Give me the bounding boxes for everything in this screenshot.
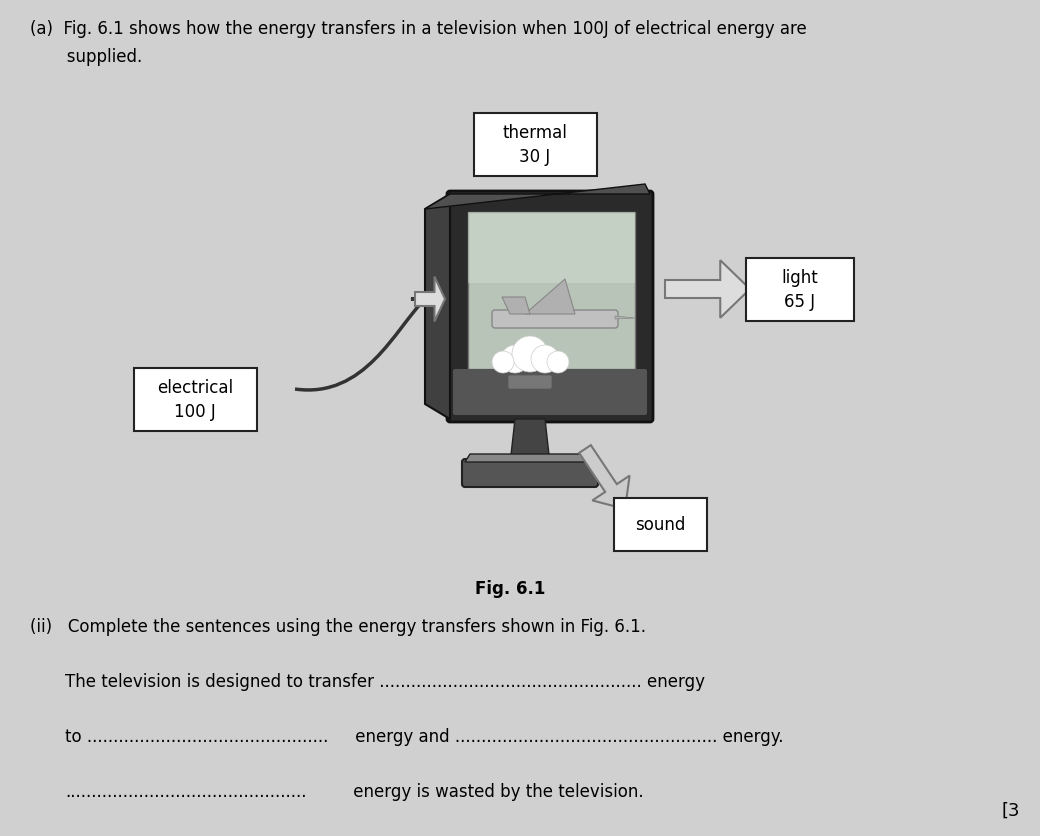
FancyBboxPatch shape [462,460,598,487]
Circle shape [547,352,569,374]
FancyBboxPatch shape [492,311,618,329]
Text: The television is designed to transfer .........................................: The television is designed to transfer .… [64,672,705,691]
FancyBboxPatch shape [614,498,706,551]
FancyBboxPatch shape [453,370,647,415]
FancyBboxPatch shape [746,258,854,321]
FancyBboxPatch shape [133,368,257,431]
Text: [3: [3 [1002,801,1020,819]
Text: electrical
100 J: electrical 100 J [157,379,233,421]
Polygon shape [425,195,450,420]
FancyBboxPatch shape [447,191,653,422]
Polygon shape [415,278,445,322]
Text: (a)  Fig. 6.1 shows how the energy transfers in a television when 100J of electr: (a) Fig. 6.1 shows how the energy transf… [30,20,807,38]
Circle shape [492,352,514,374]
Polygon shape [465,455,595,462]
Polygon shape [579,446,629,509]
Polygon shape [502,298,530,314]
FancyBboxPatch shape [468,212,635,370]
Polygon shape [425,185,650,210]
Polygon shape [615,317,635,319]
FancyBboxPatch shape [468,212,635,283]
Text: to ..............................................: to .....................................… [64,727,329,745]
Circle shape [512,337,548,373]
FancyBboxPatch shape [473,114,597,176]
Text: Fig. 6.1: Fig. 6.1 [475,579,545,597]
Polygon shape [525,280,575,314]
Polygon shape [510,420,550,465]
Text: ..............................................: ........................................… [64,782,307,800]
Circle shape [501,345,529,374]
Polygon shape [665,261,750,319]
Text: supplied.: supplied. [30,48,142,66]
Text: energy and .................................................. energy.: energy and .............................… [350,727,783,745]
Text: light
65 J: light 65 J [782,269,818,310]
Text: thermal
30 J: thermal 30 J [502,124,568,166]
Text: (ii)   Complete the sentences using the energy transfers shown in Fig. 6.1.: (ii) Complete the sentences using the en… [30,617,646,635]
Text: sound: sound [634,515,685,533]
Circle shape [531,345,560,374]
FancyBboxPatch shape [508,375,552,390]
Text: energy is wasted by the television.: energy is wasted by the television. [348,782,644,800]
